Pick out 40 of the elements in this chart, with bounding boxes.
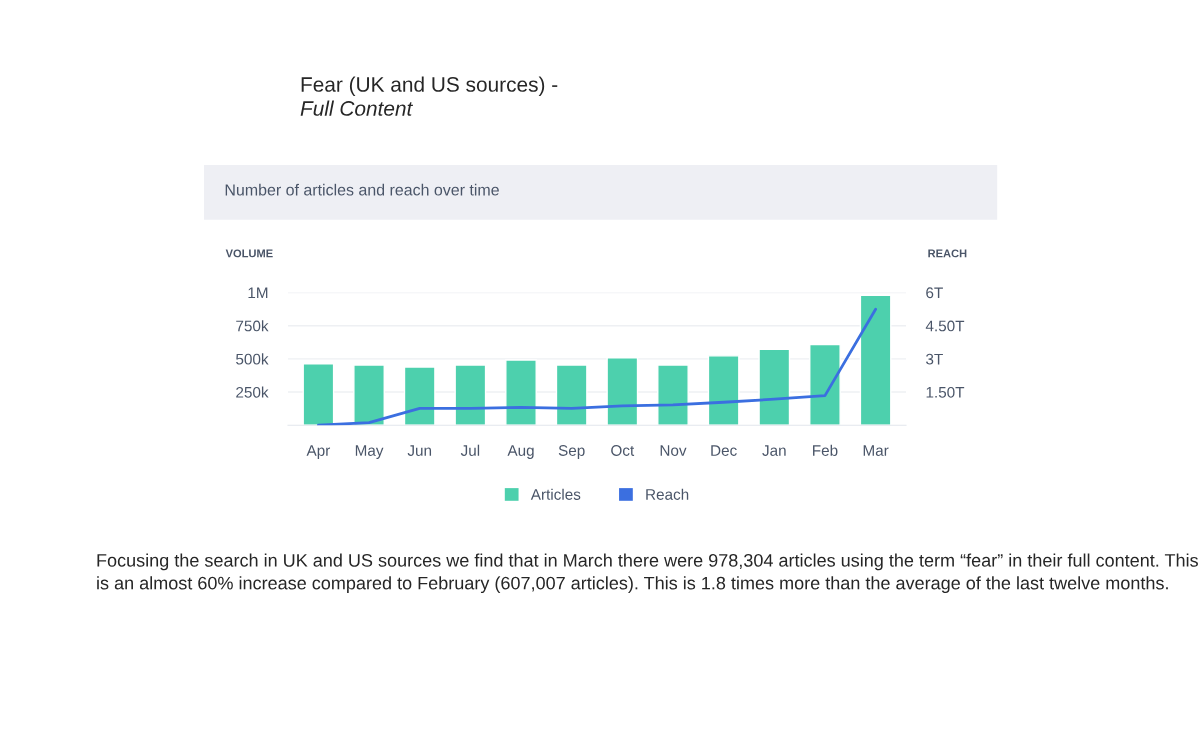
x-tick-label: Sep [558, 445, 585, 459]
bar [505, 359, 537, 426]
x-tick-label: Feb [813, 444, 838, 456]
y-tick-label: 1M [248, 287, 268, 299]
x-tick-label: Jul [460, 444, 480, 456]
bar [555, 364, 588, 426]
line-series [317, 307, 877, 426]
bar [707, 355, 740, 426]
bar [657, 364, 689, 426]
y-tick-label: 500k [236, 353, 269, 365]
y-tick-label: 750k [236, 320, 269, 332]
bar [454, 364, 487, 426]
bar [606, 357, 639, 426]
chart-subtitle: Number of articles and reach over time [225, 183, 499, 196]
x-tick-label: Oct [611, 445, 635, 456]
y2-tick-label: 4.50T [925, 320, 965, 332]
y2-tick-label: 3T [926, 353, 943, 365]
y2-tick-label: 1.50T [926, 386, 965, 398]
y2-tick-label: 6T [926, 287, 943, 299]
text: Focusing the search in UK and US sources we find that in March there were 978,304 articles using the term “fear” in their full content. This is an almost 60% increase compared to February (607,007 articles). This is 1.8 times more than the average of the last twelve months. [97, 553, 1198, 594]
bar [353, 364, 385, 426]
x-tick-label: Dec [711, 445, 737, 456]
y-tick-label: 250k [236, 386, 269, 398]
bar [758, 348, 791, 426]
x-tick-label: Aug [507, 445, 534, 459]
x-tick-label: Nov [660, 445, 687, 456]
legend-label: Reach [646, 488, 689, 500]
bar [302, 363, 335, 426]
bar [859, 294, 892, 426]
x-tick-label: May [355, 445, 384, 459]
y-axis-title: VOLUME [225, 249, 273, 258]
bar [403, 366, 436, 426]
legend-label: Articles [530, 488, 581, 500]
chart-title: Fear (UK and US sources) - Full Content [300, 76, 558, 116]
y2-axis-title: REACH [928, 249, 967, 258]
x-tick-label: Jun [407, 445, 432, 456]
bar [809, 343, 841, 426]
x-tick-label: Mar [863, 445, 889, 456]
x-tick-label: Jan [762, 445, 786, 456]
x-tick-label: Apr [306, 445, 331, 459]
